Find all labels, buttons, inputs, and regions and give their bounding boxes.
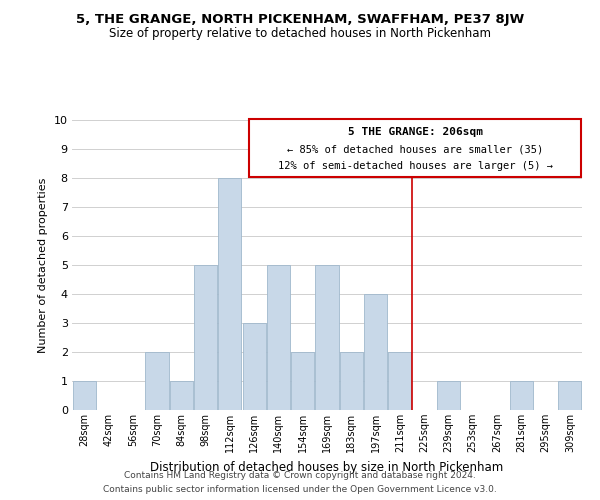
Bar	[510, 381, 533, 410]
Bar	[437, 381, 460, 410]
Bar	[388, 352, 412, 410]
Bar	[73, 381, 95, 410]
Bar	[267, 265, 290, 410]
FancyBboxPatch shape	[249, 120, 581, 176]
X-axis label: Distribution of detached houses by size in North Pickenham: Distribution of detached houses by size …	[151, 460, 503, 473]
Text: 5 THE GRANGE: 206sqm: 5 THE GRANGE: 206sqm	[347, 126, 482, 136]
Y-axis label: Number of detached properties: Number of detached properties	[38, 178, 48, 352]
Text: Contains public sector information licensed under the Open Government Licence v3: Contains public sector information licen…	[103, 484, 497, 494]
Bar	[364, 294, 387, 410]
Bar	[194, 265, 217, 410]
Text: Contains HM Land Registry data © Crown copyright and database right 2024.: Contains HM Land Registry data © Crown c…	[124, 472, 476, 480]
Text: Size of property relative to detached houses in North Pickenham: Size of property relative to detached ho…	[109, 28, 491, 40]
Bar	[559, 381, 581, 410]
Bar	[218, 178, 241, 410]
Text: 5, THE GRANGE, NORTH PICKENHAM, SWAFFHAM, PE37 8JW: 5, THE GRANGE, NORTH PICKENHAM, SWAFFHAM…	[76, 12, 524, 26]
Bar	[291, 352, 314, 410]
Bar	[242, 323, 266, 410]
Bar	[145, 352, 169, 410]
Bar	[170, 381, 193, 410]
Text: 12% of semi-detached houses are larger (5) →: 12% of semi-detached houses are larger (…	[278, 162, 553, 172]
Bar	[316, 265, 338, 410]
Bar	[340, 352, 363, 410]
Text: ← 85% of detached houses are smaller (35): ← 85% of detached houses are smaller (35…	[287, 144, 543, 154]
